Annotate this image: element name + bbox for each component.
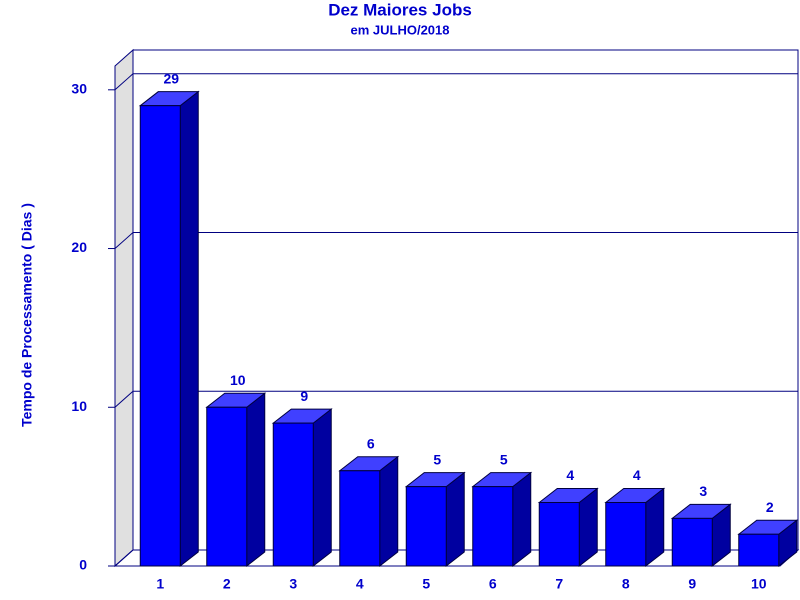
bar-side: [512, 471, 532, 568]
bar: [206, 406, 248, 567]
bar-side: [312, 408, 332, 568]
x-tick-label: 7: [555, 576, 563, 592]
y-tick-label: 20: [71, 239, 87, 255]
bar: [605, 502, 647, 567]
bar-side: [246, 392, 266, 568]
y-tick-label: 10: [71, 398, 87, 414]
side-wall: [114, 48, 134, 568]
x-tick-label: 6: [489, 576, 497, 592]
bar: [405, 486, 447, 567]
chart-title: Dez Maiores Jobs: [328, 0, 472, 19]
bar: [671, 517, 713, 567]
grid-line: [114, 232, 134, 249]
x-tick-label: 9: [688, 576, 696, 592]
x-tick-label: 10: [751, 576, 767, 592]
bar: [738, 533, 780, 567]
grid-line: [114, 549, 134, 567]
data-label: 4: [566, 467, 574, 483]
bar-side: [179, 90, 199, 568]
data-label: 6: [367, 435, 375, 451]
bar-side: [445, 471, 465, 568]
grid-line: [114, 73, 134, 91]
bar: [339, 470, 381, 567]
chart-subtitle: em JULHO/2018: [351, 22, 450, 37]
data-label: 2: [766, 499, 774, 515]
bar: [272, 422, 314, 567]
y-tick-label: 0: [79, 557, 87, 573]
data-label: 29: [163, 70, 179, 86]
x-tick-label: 1: [156, 576, 164, 592]
x-tick-label: 2: [223, 576, 231, 592]
data-label: 4: [633, 467, 641, 483]
data-label: 3: [699, 483, 707, 499]
bar: [139, 105, 181, 567]
y-axis-label: Tempo de Processamento ( Dias ): [19, 203, 35, 427]
x-tick-label: 3: [289, 576, 297, 592]
data-label: 5: [500, 451, 508, 467]
data-label: 5: [433, 451, 441, 467]
x-tick-label: 4: [356, 576, 364, 592]
data-label: 9: [300, 388, 308, 404]
data-label: 10: [230, 372, 246, 388]
x-tick-label: 5: [422, 576, 430, 592]
bar-side: [379, 455, 399, 568]
bar: [472, 486, 514, 567]
bar: [538, 502, 580, 567]
grid-line: [114, 390, 134, 408]
x-tick-label: 8: [622, 576, 630, 592]
y-tick-label: 30: [71, 81, 87, 97]
